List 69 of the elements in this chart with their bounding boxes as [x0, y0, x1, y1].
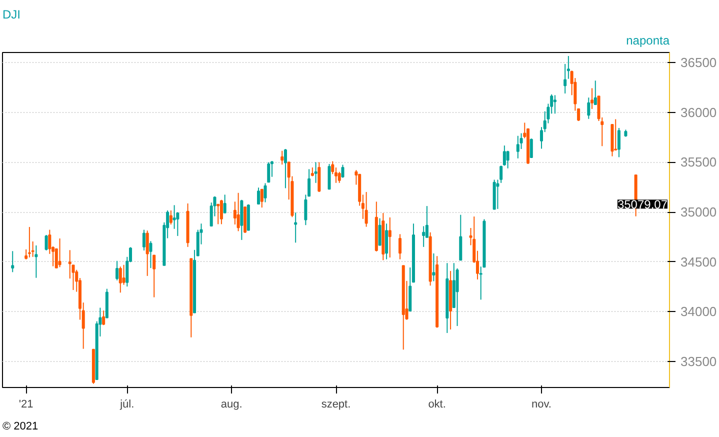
candlestick	[28, 226, 31, 258]
candlestick	[502, 145, 506, 166]
candlestick	[506, 150, 510, 169]
candlestick	[257, 187, 260, 204]
x-tick-label: szept.	[321, 398, 351, 410]
candlestick	[220, 199, 223, 225]
candlestick	[594, 80, 597, 106]
candlestick	[11, 250, 14, 273]
candlestick	[102, 310, 106, 326]
x-tick-label: nov.	[532, 398, 552, 410]
candlestick	[264, 182, 267, 203]
candlestick	[516, 135, 520, 159]
candlestick	[459, 214, 462, 261]
candlestick	[338, 171, 341, 184]
candlestick	[422, 226, 426, 248]
candlestick	[146, 230, 149, 276]
candlestick	[58, 238, 62, 268]
candlestick	[236, 192, 240, 232]
candlestick	[553, 94, 556, 114]
candlestick	[614, 118, 618, 152]
candlestick	[496, 179, 500, 210]
candlestick	[590, 88, 594, 110]
y-tick-label: 36500	[680, 54, 717, 70]
candlestick	[341, 164, 344, 178]
candlestick	[378, 218, 382, 246]
x-tick-label: okt.	[428, 398, 446, 410]
x-tick-label: aug.	[220, 398, 242, 410]
chart-title: DJI	[2, 8, 20, 22]
x-tick-label: júl.	[119, 398, 134, 410]
candlestick	[314, 162, 318, 184]
candlestick	[280, 150, 284, 166]
candlestick	[149, 240, 152, 269]
candlestick	[169, 210, 172, 225]
candlestick	[385, 223, 388, 260]
x-tick-label: '21	[18, 398, 34, 410]
candlestick	[116, 260, 119, 281]
y-tick-label: 36000	[680, 104, 717, 120]
y-tick-label: 35500	[680, 154, 717, 170]
candlestick	[564, 63, 567, 94]
candlestick	[432, 252, 436, 282]
candlestick	[364, 191, 368, 228]
candlestick	[122, 264, 126, 286]
candlestick	[398, 234, 402, 260]
text: naponta	[626, 34, 670, 48]
candlestick	[388, 216, 392, 258]
y-tick-label: 33500	[680, 354, 717, 370]
y-tick-label: 34500	[680, 254, 717, 270]
candlestick	[44, 234, 48, 251]
candlestick	[260, 188, 264, 208]
candlestick	[68, 250, 72, 280]
candlestick	[328, 163, 331, 190]
candlestick	[500, 165, 503, 184]
candlestick	[152, 254, 156, 298]
candlestick	[530, 138, 533, 158]
candlestick	[318, 162, 321, 192]
annotation: 35079,07	[617, 198, 668, 212]
candlestick	[284, 148, 287, 189]
candlestick	[223, 194, 226, 214]
y-tick-label: 34000	[680, 304, 717, 320]
y-tick-label: 35000	[680, 204, 717, 220]
candlestick	[294, 212, 298, 244]
text: © 2021	[2, 420, 38, 432]
candlestick	[267, 162, 270, 183]
candlestick	[118, 266, 122, 294]
candlestick	[617, 127, 620, 158]
candlestick	[587, 97, 590, 120]
candlestick	[216, 204, 220, 225]
candlestick	[142, 229, 146, 252]
candlestick	[34, 244, 38, 278]
